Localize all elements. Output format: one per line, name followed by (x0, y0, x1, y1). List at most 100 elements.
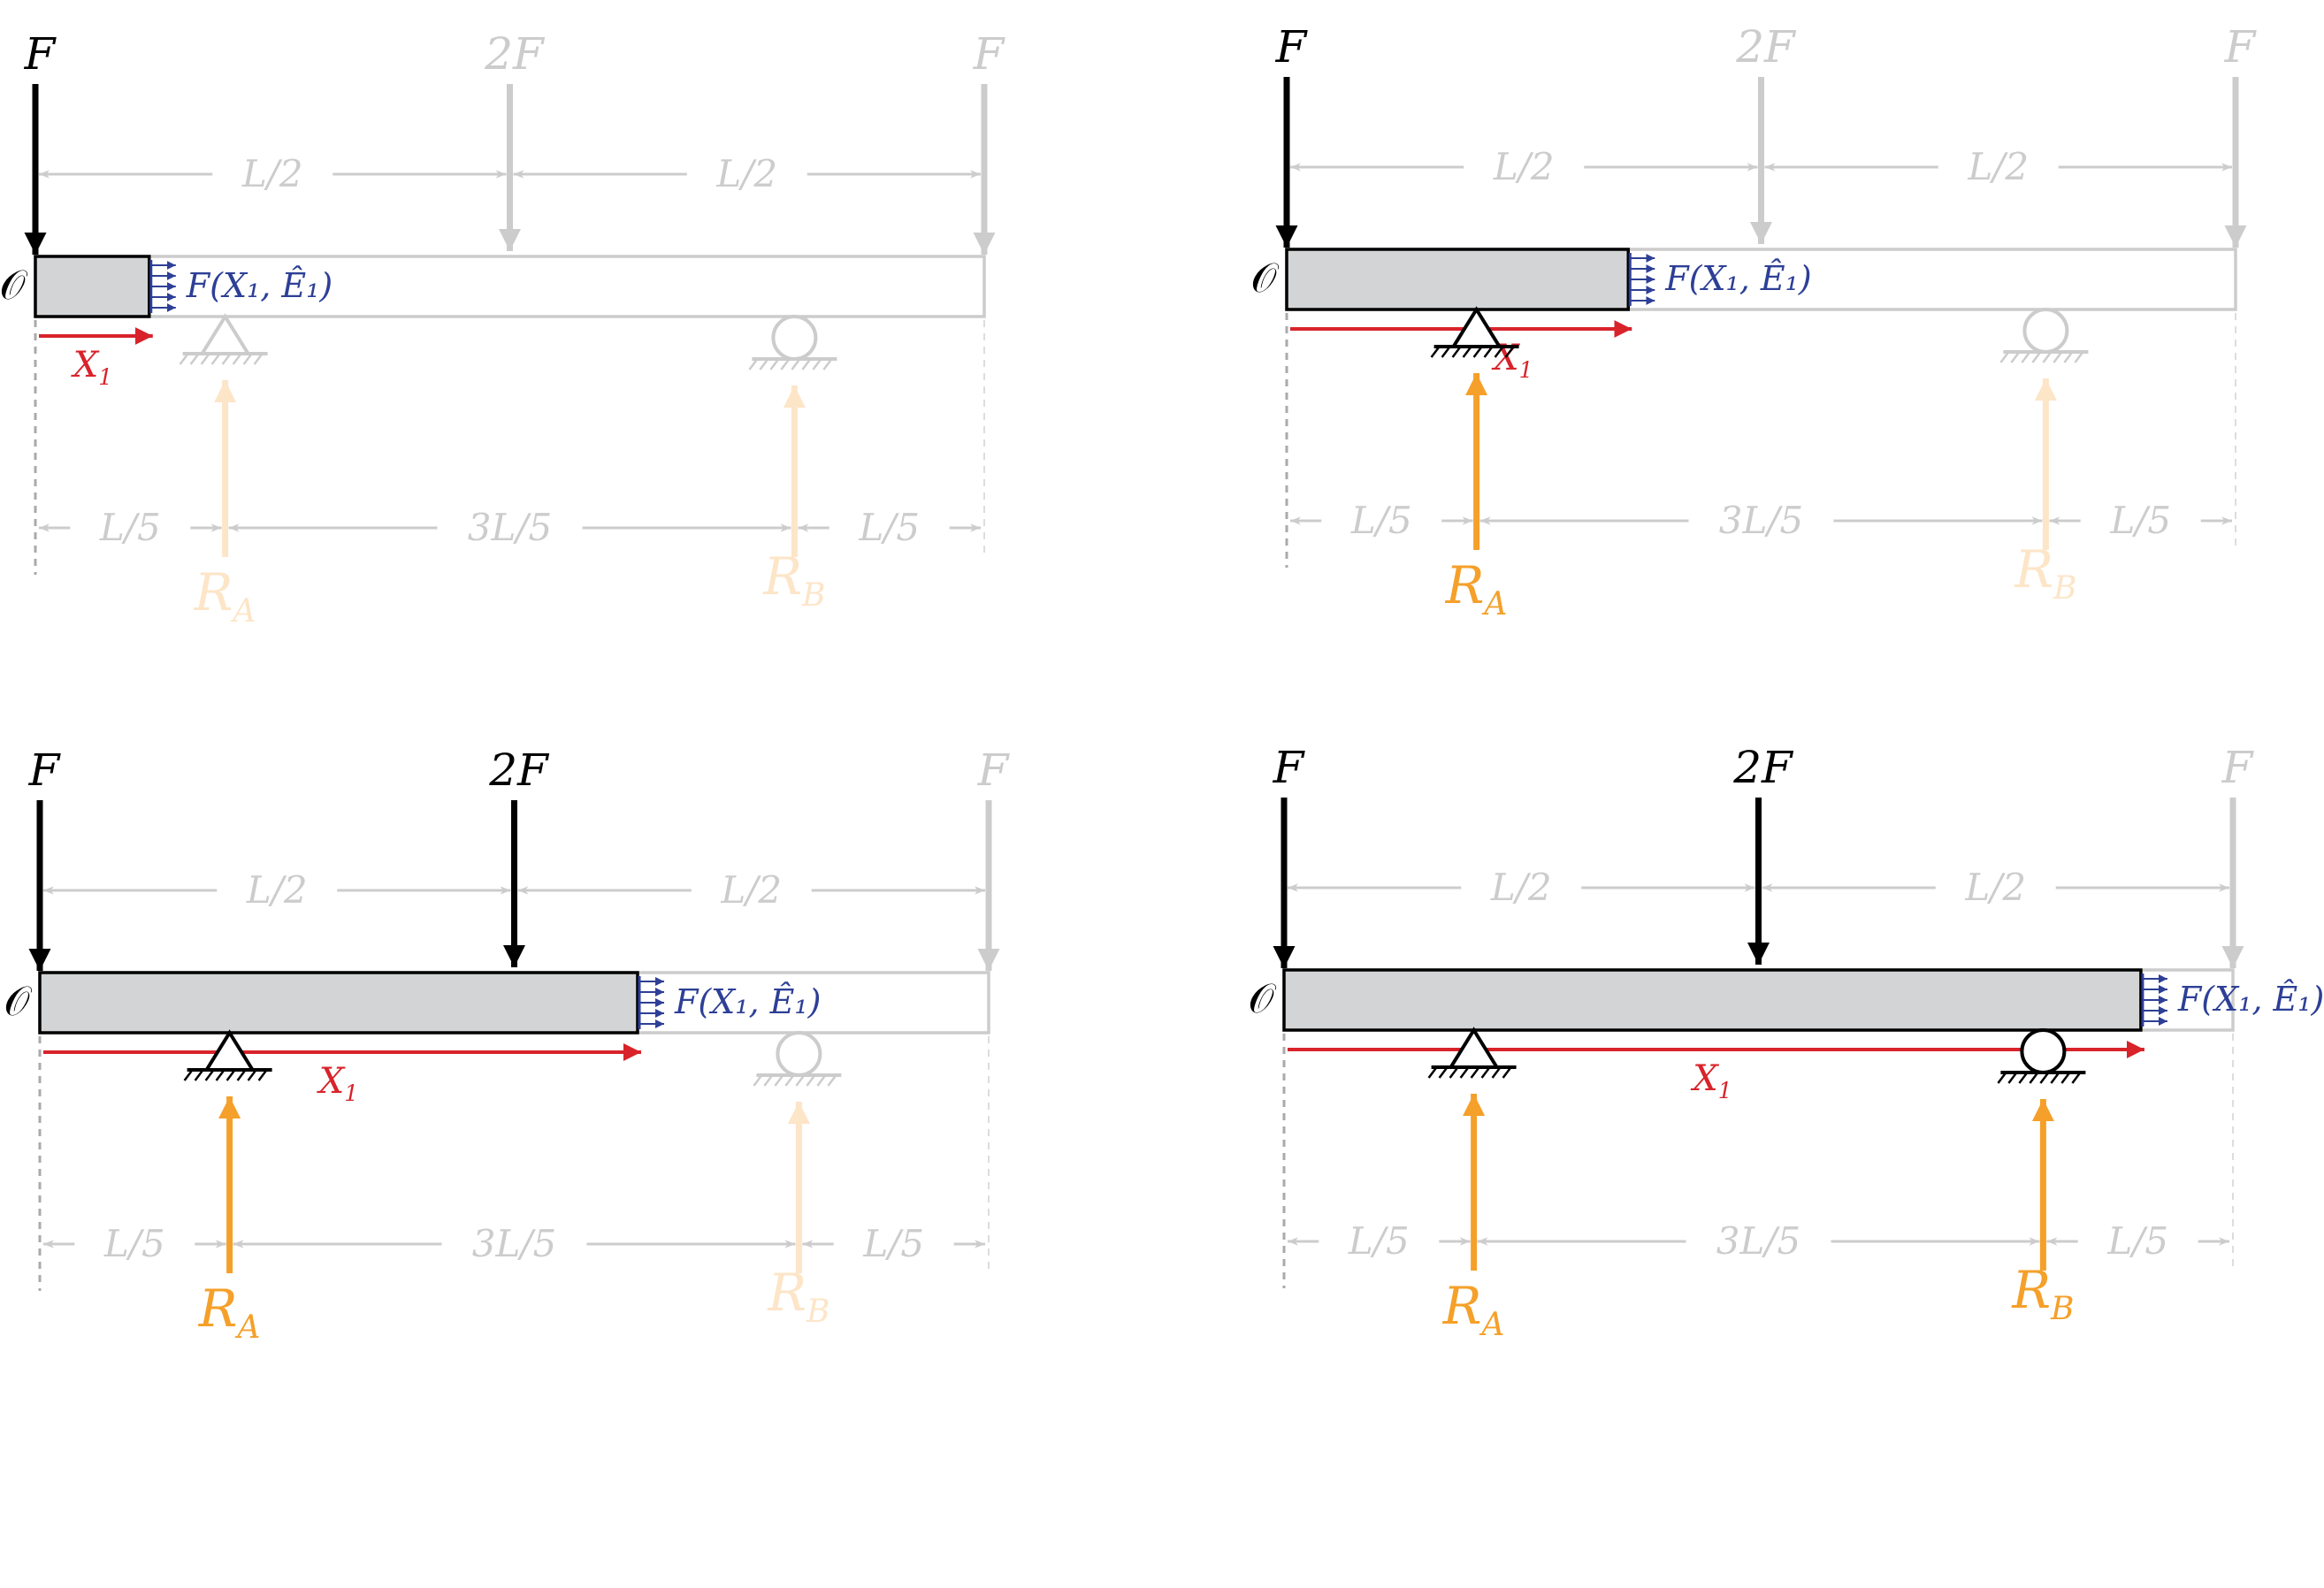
support-hatch (2010, 351, 2021, 363)
support-hatch (1502, 1066, 1512, 1079)
support-hatch (1491, 1066, 1502, 1079)
internal-force: F(X₁, Ê₁) (2141, 973, 2324, 1027)
reaction-label-2: RB (2011, 1260, 2074, 1327)
load-label-2: 2F (484, 28, 546, 80)
support-hatch (2071, 1072, 2082, 1084)
support-hatch (1451, 346, 1462, 358)
internal-force: F(X₁, Ê₁) (1628, 253, 1812, 306)
dimension-half-left: L/2 (1290, 145, 1758, 188)
support-hatch (257, 1069, 268, 1081)
internal-force-label: F(X₁, Ê₁) (1664, 259, 1811, 298)
support-hatch (2060, 1072, 2071, 1084)
position-label: X1 (1690, 1058, 1732, 1103)
dimension-label: L/5 (2106, 1219, 2168, 1263)
load-label-1: F (28, 744, 62, 796)
load-label-3: F (2224, 21, 2258, 73)
dimension-half-left: L/2 (1288, 866, 1755, 909)
pin-support (1430, 306, 1519, 358)
dimension-fifth-left: L/5 (1288, 1219, 1471, 1263)
support-hatch (1483, 346, 1494, 358)
load-label-2: 2F (1735, 21, 1797, 73)
support-roller (2020, 1028, 2067, 1074)
dimension-three-fifths: 3L/5 (1479, 499, 2043, 542)
support-roller (771, 315, 818, 361)
support-hatch (1438, 1066, 1449, 1079)
beam-segment (34, 255, 151, 318)
support-hatch (784, 1074, 795, 1087)
support-hatch (247, 1069, 257, 1081)
support-hatch (827, 1074, 837, 1087)
origin-label: 𝒪 (0, 261, 28, 309)
support-hatch (791, 358, 801, 370)
dimension-fifth-right: L/5 (802, 1222, 985, 1265)
dimension-fifth-right: L/5 (2049, 499, 2232, 542)
dimension-label: L/5 (858, 506, 920, 549)
support-hatch (812, 358, 822, 370)
internal-force-label: F(X₁, Ê₁) (186, 266, 333, 305)
support-hatch (179, 353, 189, 365)
pin-support (1427, 1027, 1517, 1079)
support-hatch (1472, 346, 1483, 358)
beam-panel-1: 𝒪 F 2F F L/2 L/2 F(X₁, Ê₁) X1 RA RB L/5 3L/5 L/5 (0, 28, 1006, 630)
origin-label: 𝒪 (1249, 974, 1277, 1022)
support-hatch (1427, 1066, 1438, 1079)
support-hatch (1997, 1072, 2007, 1084)
dimension-label: L/2 (1967, 145, 2029, 188)
support-hatch (200, 353, 210, 365)
beam-segment (1282, 968, 2143, 1032)
support-hatch (769, 358, 780, 370)
reaction-label-2: RB (767, 1263, 829, 1330)
support-hatch (1462, 346, 1472, 358)
dimension-fifth-left: L/5 (43, 1222, 226, 1265)
beam-segment (38, 971, 639, 1034)
internal-force: F(X₁, Ê₁) (638, 976, 821, 1029)
dimension-label: 3L/5 (1716, 1219, 1800, 1263)
load-label-1: F (24, 28, 57, 80)
beam-segment (1285, 248, 1631, 311)
support-hatch (1441, 346, 1451, 358)
support-hatch (801, 358, 812, 370)
support-hatch (822, 358, 833, 370)
dimension-label: L/5 (99, 506, 161, 549)
internal-force-label: F(X₁, Ê₁) (674, 982, 821, 1021)
support-hatch (806, 1074, 816, 1087)
reaction-label-2: RB (762, 546, 825, 614)
internal-force: F(X₁, Ê₁) (149, 260, 333, 313)
support-hatch (2029, 1072, 2039, 1084)
reaction-label-1: RA (1445, 555, 1508, 622)
beam-outline (34, 255, 986, 318)
dimension-label: L/5 (1350, 499, 1412, 542)
dimension-fifth-left: L/5 (39, 506, 222, 549)
support-hatch (748, 358, 759, 370)
roller-support (1997, 1028, 2086, 1084)
dimension-half-left: L/2 (39, 152, 507, 195)
dimension-half-right: L/2 (1762, 866, 2229, 909)
support-roller (2022, 308, 2069, 354)
load-label-1: F (1275, 21, 1309, 73)
pin-support (179, 313, 268, 365)
dimension-three-fifths: 3L/5 (1477, 1219, 2040, 1263)
roller-support (753, 1031, 842, 1087)
support-hatch (204, 1069, 215, 1081)
dimension-label: L/2 (720, 868, 782, 912)
support-hatch (253, 353, 264, 365)
support-hatch (1449, 1066, 1459, 1079)
support-hatch (2050, 1072, 2060, 1084)
dimension-fifth-left: L/5 (1290, 499, 1473, 542)
reaction-label-1: RA (198, 1279, 261, 1346)
dimension-label: L/5 (103, 1222, 165, 1265)
dimension-fifth-right: L/5 (798, 506, 981, 549)
dimension-label: L/2 (1490, 866, 1552, 909)
dimension-label: L/2 (246, 868, 308, 912)
support-hatch (1480, 1066, 1491, 1079)
reaction-label-2: RB (2014, 539, 2076, 607)
support-hatch (215, 1069, 226, 1081)
support-roller (776, 1031, 822, 1077)
support-hatch (2007, 1072, 2018, 1084)
reaction-label-1: RA (1442, 1276, 1505, 1343)
support-hatch (2021, 351, 2031, 363)
support-hatch (2074, 351, 2084, 363)
